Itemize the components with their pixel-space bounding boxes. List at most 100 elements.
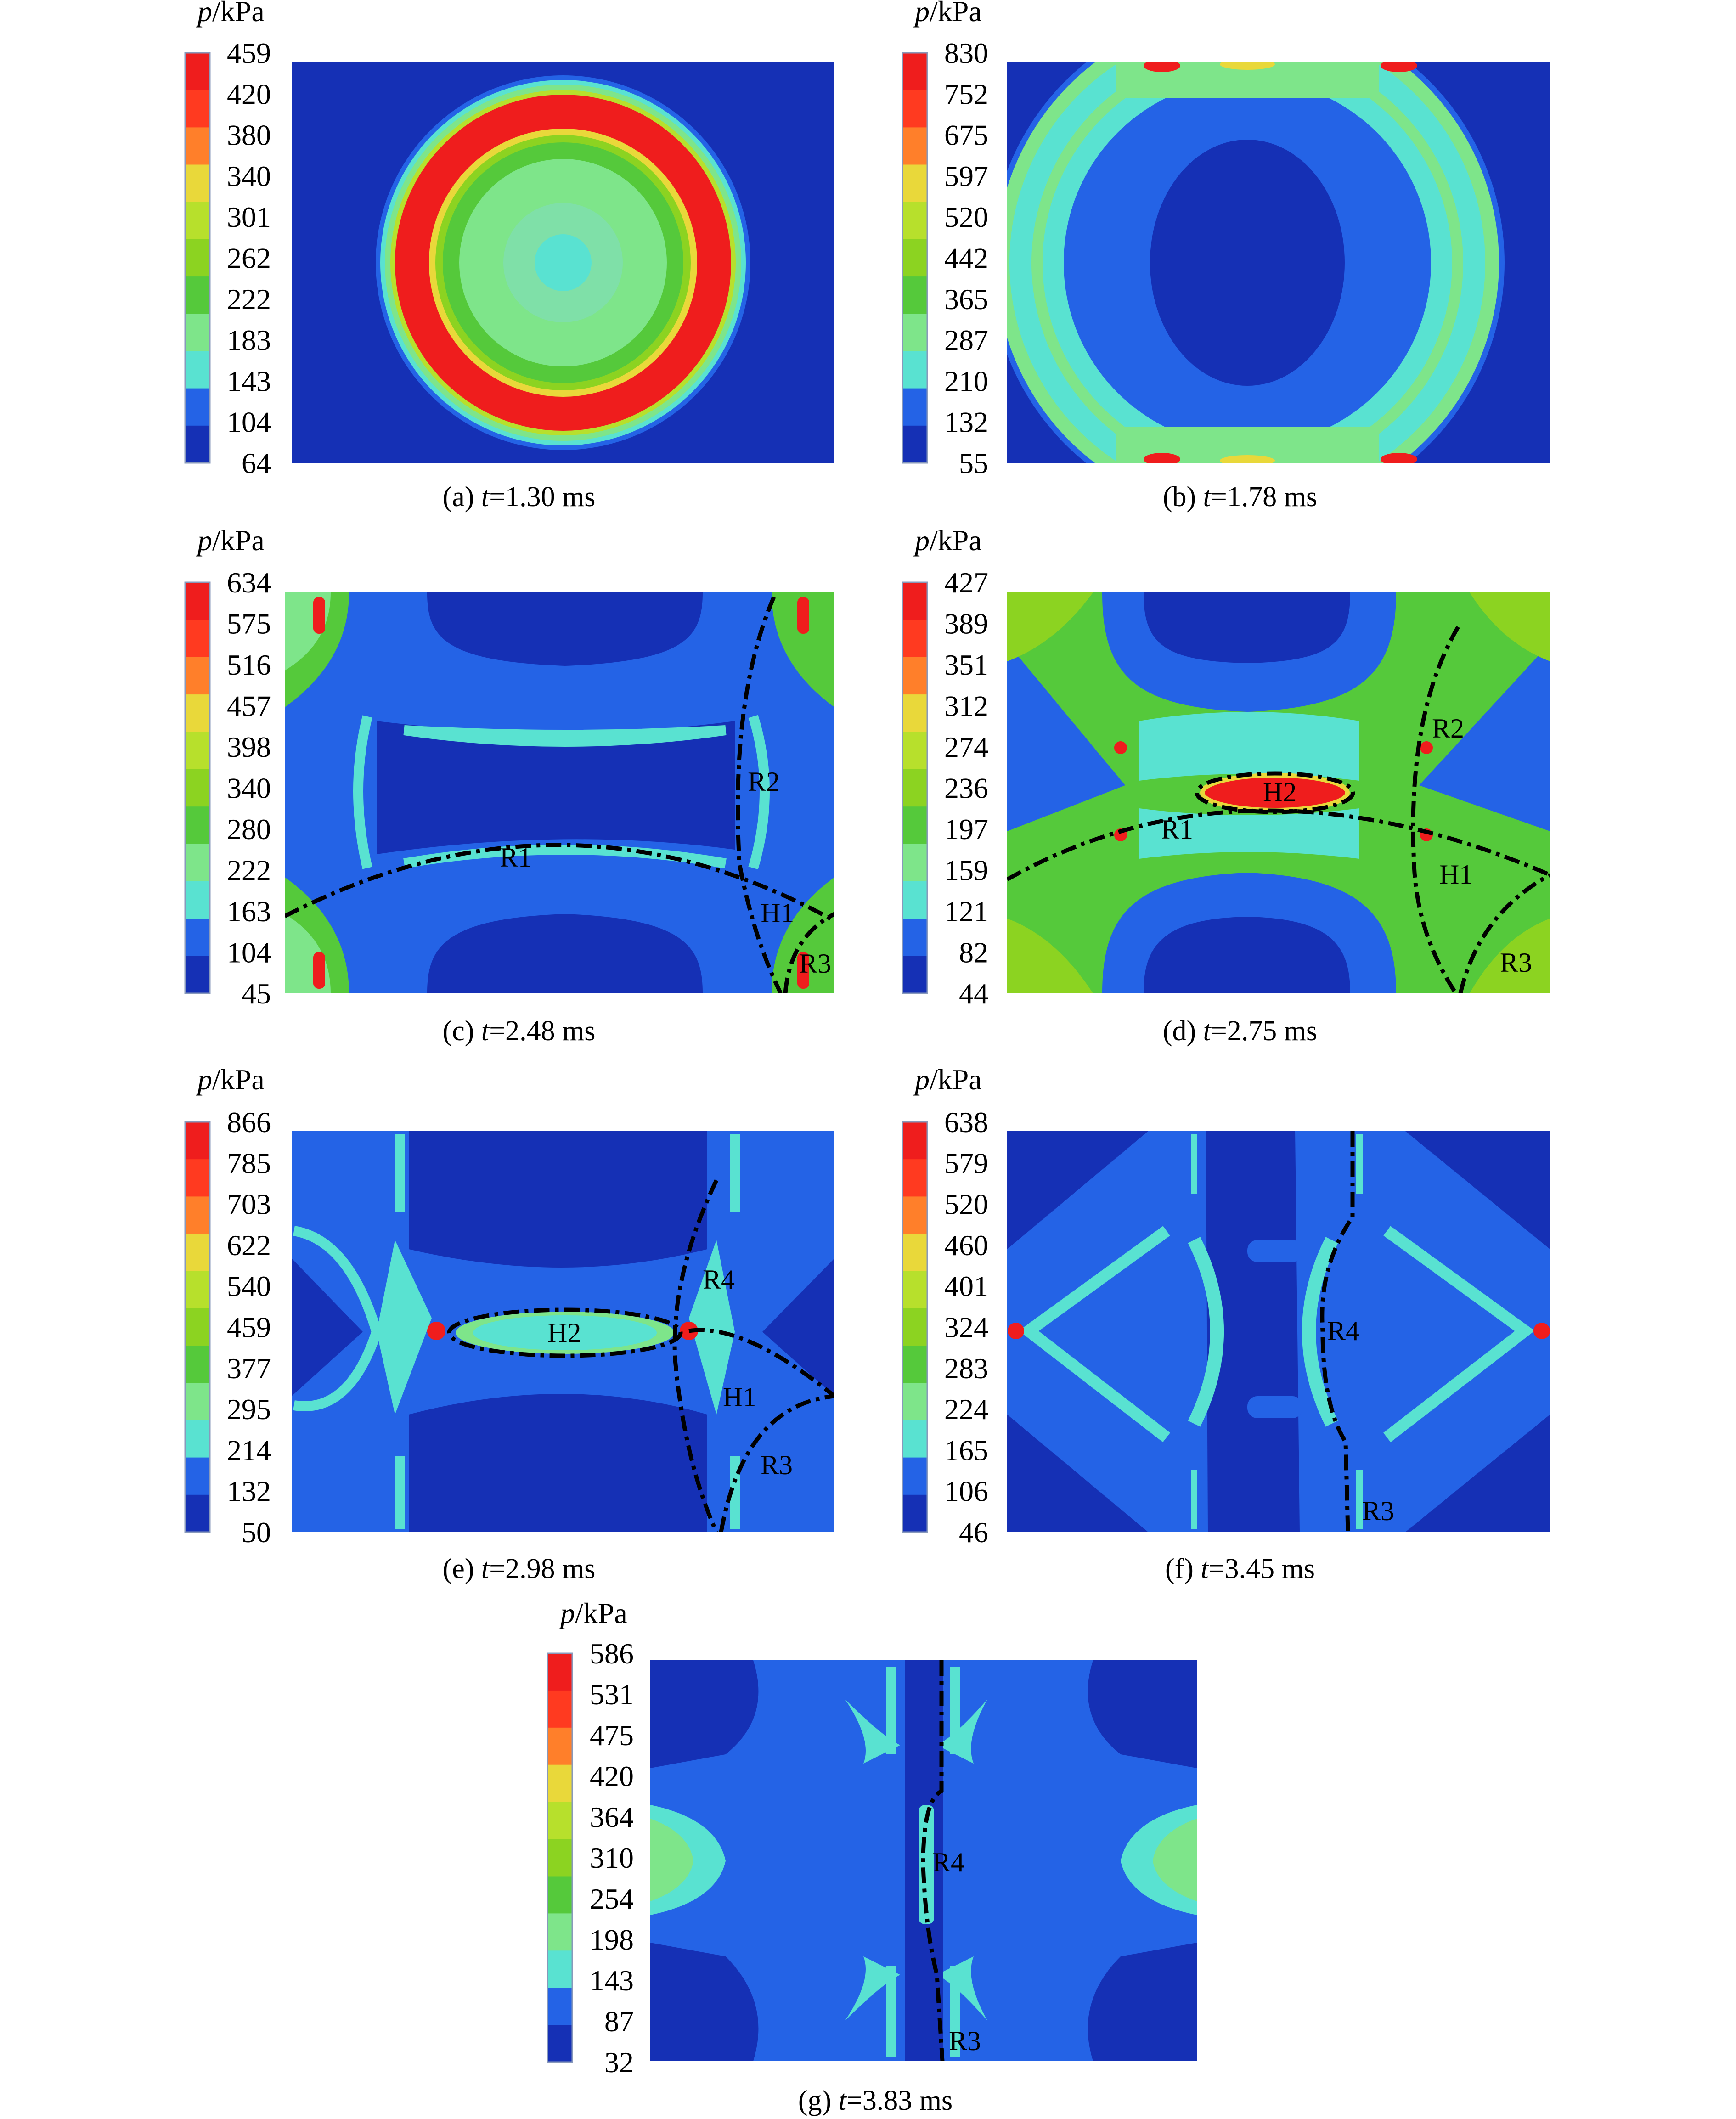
colorbar-segment — [185, 276, 210, 314]
colorbar-segment — [902, 1308, 927, 1346]
heatmap-b — [1007, 62, 1550, 463]
hot-spot — [1008, 1323, 1024, 1339]
low-pressure-region — [1007, 1415, 1148, 1532]
colorbar-segment — [902, 239, 927, 277]
colorbar-tick-label: 274 — [944, 731, 988, 763]
colorbar-segment — [185, 425, 210, 463]
colorbar-tick-label: 283 — [944, 1352, 988, 1385]
colorbar-unit-text: /kPa — [212, 0, 265, 28]
colorbar-segment — [185, 881, 210, 919]
heatmap-g — [650, 1660, 1197, 2061]
arc-band — [1188, 1237, 1224, 1427]
colorbar-segment — [902, 844, 927, 882]
colorbar-unit-text: /kPa — [930, 1063, 982, 1096]
hot-spot — [1114, 741, 1127, 754]
low-pressure-region — [427, 914, 703, 993]
colorbar-tick-label: 301 — [227, 201, 271, 233]
wave-label: R1 — [500, 842, 532, 873]
colorbar-segment — [185, 582, 210, 620]
hot-spot — [313, 597, 325, 634]
colorbar-tick-label: 866 — [227, 1106, 271, 1138]
colorbar-tick-label: 420 — [227, 78, 271, 110]
low-pressure-region — [377, 721, 735, 854]
wave-label: R1 — [1161, 814, 1193, 845]
colorbar-tick-label: 401 — [944, 1270, 988, 1302]
colorbar-tick-label: 210 — [944, 365, 988, 397]
colorbar-segment — [185, 1494, 210, 1533]
colorbar-symbol: p — [196, 0, 212, 28]
interaction-band — [353, 715, 372, 869]
colorbar-tick-label: 165 — [944, 1434, 988, 1466]
colorbar-symbol: p — [913, 0, 930, 28]
colorbar-segment — [185, 956, 210, 994]
wave-label: R4 — [703, 1264, 735, 1295]
colorbar-tick-label: 638 — [944, 1106, 988, 1138]
colorbar-tick-label: 365 — [944, 283, 988, 316]
wave-label: H1 — [1439, 859, 1473, 890]
colorbar-segment — [547, 1913, 572, 1951]
colorbar-unit-text: /kPa — [930, 0, 982, 28]
low-pressure-region — [427, 592, 703, 666]
colorbar-segment — [902, 582, 927, 620]
colorbar-segment — [902, 351, 927, 389]
panel-b: p/kPa 830 752 675 597 520 442 365 287 210 132 55 (b… — [902, 0, 1550, 513]
colorbar-c: p/kPa 634 575 516 457 398 340 280 222 163 104 45 — [184, 524, 271, 1010]
colorbar-b: p/kPa 830 752 675 597 520 442 365 287 210 132 55 — [902, 0, 988, 479]
colorbar-tick-label: 312 — [944, 690, 988, 722]
wave-label: R4 — [1327, 1316, 1359, 1346]
colorbar-segment — [185, 53, 210, 90]
colorbar-segment — [185, 1308, 210, 1346]
colorbar-unit: p/kPa — [558, 1597, 627, 1629]
colorbar-segment — [185, 1196, 210, 1234]
colorbar-d: p/kPa 427 389 351 312 274 236 197 159 121 82 44 — [902, 524, 988, 1010]
colorbar-segment — [185, 1122, 210, 1160]
colorbar-tick-label: 703 — [227, 1188, 271, 1221]
colorbar-segment — [185, 657, 210, 695]
pocket — [1247, 1396, 1302, 1418]
colorbar-tick-label: 351 — [944, 648, 988, 681]
colorbar-unit-text: /kPa — [575, 1597, 627, 1629]
hot-spot — [797, 597, 809, 634]
heatmap-f — [1007, 1131, 1550, 1532]
colorbar-tick-label: 106 — [944, 1475, 988, 1508]
colorbar-tick-label: 132 — [944, 406, 988, 439]
low-pressure-region — [650, 1660, 759, 1768]
colorbar-tick-label: 121 — [944, 895, 988, 928]
cross-band — [689, 1240, 735, 1415]
colorbar-tick-label: 55 — [959, 447, 988, 479]
wave-front-R3 — [1458, 873, 1550, 993]
colorbar-tick-label: 752 — [944, 78, 988, 110]
caption-g: (g) t=3.83 ms — [798, 2085, 953, 2116]
wave-label: H1 — [761, 898, 794, 928]
corner-region — [772, 877, 834, 993]
colorbar-symbol: p — [196, 524, 212, 557]
side-region — [1419, 643, 1550, 831]
vertical-band — [886, 1667, 960, 2057]
colorbar-segment — [902, 620, 927, 658]
chevron-band — [1383, 1226, 1535, 1443]
wave-front-R2 — [1411, 626, 1460, 993]
colorbar-tick-label: 224 — [944, 1393, 988, 1426]
colorbar-a: p/kPa 459 420 380 340 301 262 222 183 143 104 64 — [184, 0, 271, 479]
wave-label: R3 — [1500, 947, 1532, 978]
colorbar-segment — [185, 1457, 210, 1495]
colorbar-segment — [185, 919, 210, 957]
hot-spot — [1420, 741, 1433, 754]
colorbar-unit-text: /kPa — [212, 1063, 265, 1096]
warm-spot — [1220, 455, 1275, 463]
colorbar-segment — [185, 314, 210, 352]
panel-f: p/kPa 638 579 520 460 401 324 283 224 165 106 46 R4… — [902, 1063, 1550, 1584]
wave-front-R3 — [719, 1394, 834, 1532]
colorbar-tick-label: 280 — [227, 813, 271, 845]
colorbar-segment — [185, 844, 210, 882]
wave-label: R3 — [1362, 1496, 1394, 1526]
side-bulge — [650, 1819, 693, 1901]
colorbar-segment — [902, 314, 927, 352]
colorbar-tick-label: 46 — [959, 1516, 988, 1549]
panel-d: p/kPa 427 389 351 312 274 236 197 159 121 82 44 — [902, 524, 1550, 1047]
colorbar-unit: p/kPa — [913, 1063, 982, 1096]
colorbar-tick-label: 45 — [242, 977, 271, 1010]
colorbar-segment — [902, 1196, 927, 1234]
interaction-band — [1139, 808, 1359, 859]
colorbar-f: p/kPa 638 579 520 460 401 324 283 224 165 106 46 — [902, 1063, 988, 1549]
